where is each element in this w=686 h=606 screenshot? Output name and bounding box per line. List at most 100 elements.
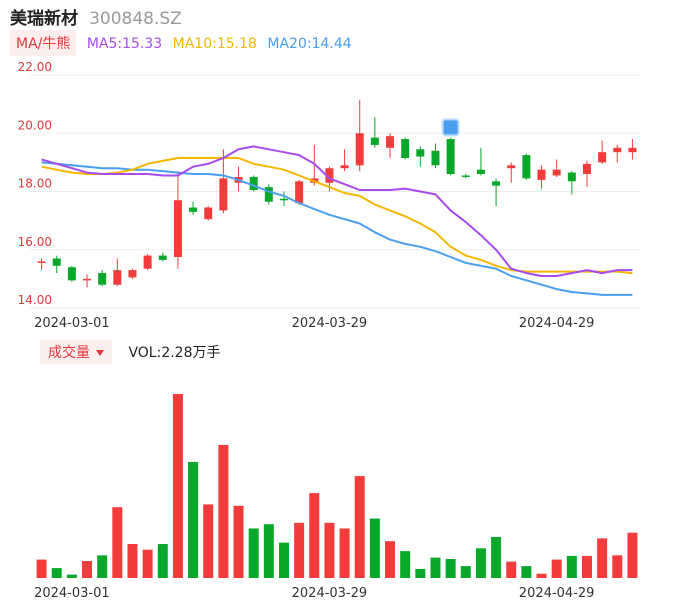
candle-body xyxy=(279,198,288,201)
volume-toggle-button[interactable]: 成交量 xyxy=(40,340,112,364)
volume-x-tick-label: 2024-04-29 xyxy=(519,586,595,601)
ma10-value: MA10:15.18 xyxy=(172,36,257,52)
candle-body xyxy=(52,258,61,266)
candle-body xyxy=(416,149,425,157)
volume-bar xyxy=(339,528,350,578)
volume-x-tick-label: 2024-03-29 xyxy=(292,586,368,601)
volume-bar xyxy=(218,444,229,578)
candle-body xyxy=(598,152,607,163)
price-tick-label: 20.00 xyxy=(18,118,52,132)
stock-code: 300848.SZ xyxy=(89,9,182,29)
volume-legend: 成交量 VOL:2.28万手 xyxy=(40,340,221,364)
volume-bar xyxy=(66,574,77,578)
volume-bar xyxy=(354,476,365,578)
volume-bar xyxy=(385,541,396,578)
candle-body xyxy=(264,187,273,202)
candle-body xyxy=(128,270,137,278)
candle-body xyxy=(507,165,516,169)
candle-body xyxy=(582,163,591,175)
candle-body xyxy=(401,139,410,159)
volume-bar xyxy=(157,544,168,578)
candle-body xyxy=(219,178,228,211)
volume-bar xyxy=(430,557,441,578)
volume-bar xyxy=(309,493,320,578)
ma5-line xyxy=(41,145,633,277)
price-x-tick-label: 2024-03-01 xyxy=(34,316,110,331)
volume-bar xyxy=(521,566,532,578)
volume-bar xyxy=(51,568,62,578)
candle-body xyxy=(189,207,198,212)
volume-bar xyxy=(233,505,244,578)
candle-body xyxy=(370,137,379,145)
volume-x-tick-label: 2024-03-01 xyxy=(34,586,110,601)
candle-body xyxy=(98,273,107,285)
volume-bar xyxy=(566,555,577,578)
candle-body xyxy=(143,255,152,269)
stock-name: 美瑞新材 xyxy=(10,9,78,29)
volume-bar xyxy=(445,559,456,578)
candle-body xyxy=(628,147,637,153)
candle-body xyxy=(340,165,349,169)
ma-toggle-button[interactable]: MA/牛熊 xyxy=(10,30,77,56)
volume-bar xyxy=(97,555,108,578)
candle-body xyxy=(492,181,501,186)
volume-bar xyxy=(188,461,199,578)
candle-body xyxy=(173,200,182,258)
volume-bar xyxy=(36,559,47,578)
volume-bar xyxy=(142,549,153,578)
candle-body xyxy=(37,261,46,263)
volume-bar xyxy=(127,544,138,578)
volume-bar xyxy=(460,566,471,578)
volume-bar xyxy=(612,555,623,578)
candle-body xyxy=(613,147,622,153)
volume-bar xyxy=(506,561,517,578)
volume-bar xyxy=(475,548,486,578)
volume-bar xyxy=(491,536,502,578)
ma20-value: MA20:14.44 xyxy=(267,36,352,52)
candle-body xyxy=(83,278,92,281)
candle-body xyxy=(386,136,395,148)
price-tick-label: 22.00 xyxy=(18,60,52,74)
candle-body xyxy=(67,267,76,281)
caret-down-icon xyxy=(96,350,104,356)
ma-legend: MA/牛熊 MA5:15.33 MA10:15.18 MA20:14.44 xyxy=(10,30,352,56)
price-tick-label: 16.00 xyxy=(18,235,52,249)
volume-bar xyxy=(536,573,547,578)
candle-body xyxy=(552,169,561,176)
volume-bar xyxy=(551,559,562,578)
candle-body xyxy=(567,172,576,182)
volume-bar xyxy=(112,507,123,578)
volume-bar xyxy=(369,518,380,578)
volume-bar xyxy=(597,538,608,578)
volume-bar xyxy=(627,532,638,578)
candle-body xyxy=(204,207,213,220)
price-tick-label: 18.00 xyxy=(18,177,52,191)
price-tick-label: 14.00 xyxy=(18,293,52,307)
volume-bar xyxy=(294,522,305,578)
candle-body xyxy=(476,169,485,175)
candle-body xyxy=(355,133,364,166)
volume-value: VOL:2.28万手 xyxy=(128,345,221,361)
volume-bar xyxy=(248,528,259,578)
event-marker-icon xyxy=(441,118,460,137)
candle-body xyxy=(431,150,440,166)
stock-header: 美瑞新材 300848.SZ xyxy=(10,4,182,29)
volume-toggle-label: 成交量 xyxy=(48,345,90,361)
candle-body xyxy=(113,270,122,285)
price-x-tick-label: 2024-03-29 xyxy=(292,316,368,331)
volume-bar xyxy=(82,561,93,578)
volume-bar xyxy=(324,522,335,578)
volume-bar xyxy=(172,394,183,578)
price-x-tick-label: 2024-04-29 xyxy=(519,316,595,331)
candle-body xyxy=(461,175,470,177)
volume-bar xyxy=(400,551,411,578)
candle-body xyxy=(249,176,258,191)
volume-bar xyxy=(203,504,214,578)
volume-bar xyxy=(415,568,426,578)
candle-body xyxy=(522,155,531,179)
volume-bar xyxy=(263,524,274,578)
volume-bar xyxy=(581,555,592,578)
ma5-value: MA5:15.33 xyxy=(86,36,163,52)
volume-bar xyxy=(278,542,289,578)
